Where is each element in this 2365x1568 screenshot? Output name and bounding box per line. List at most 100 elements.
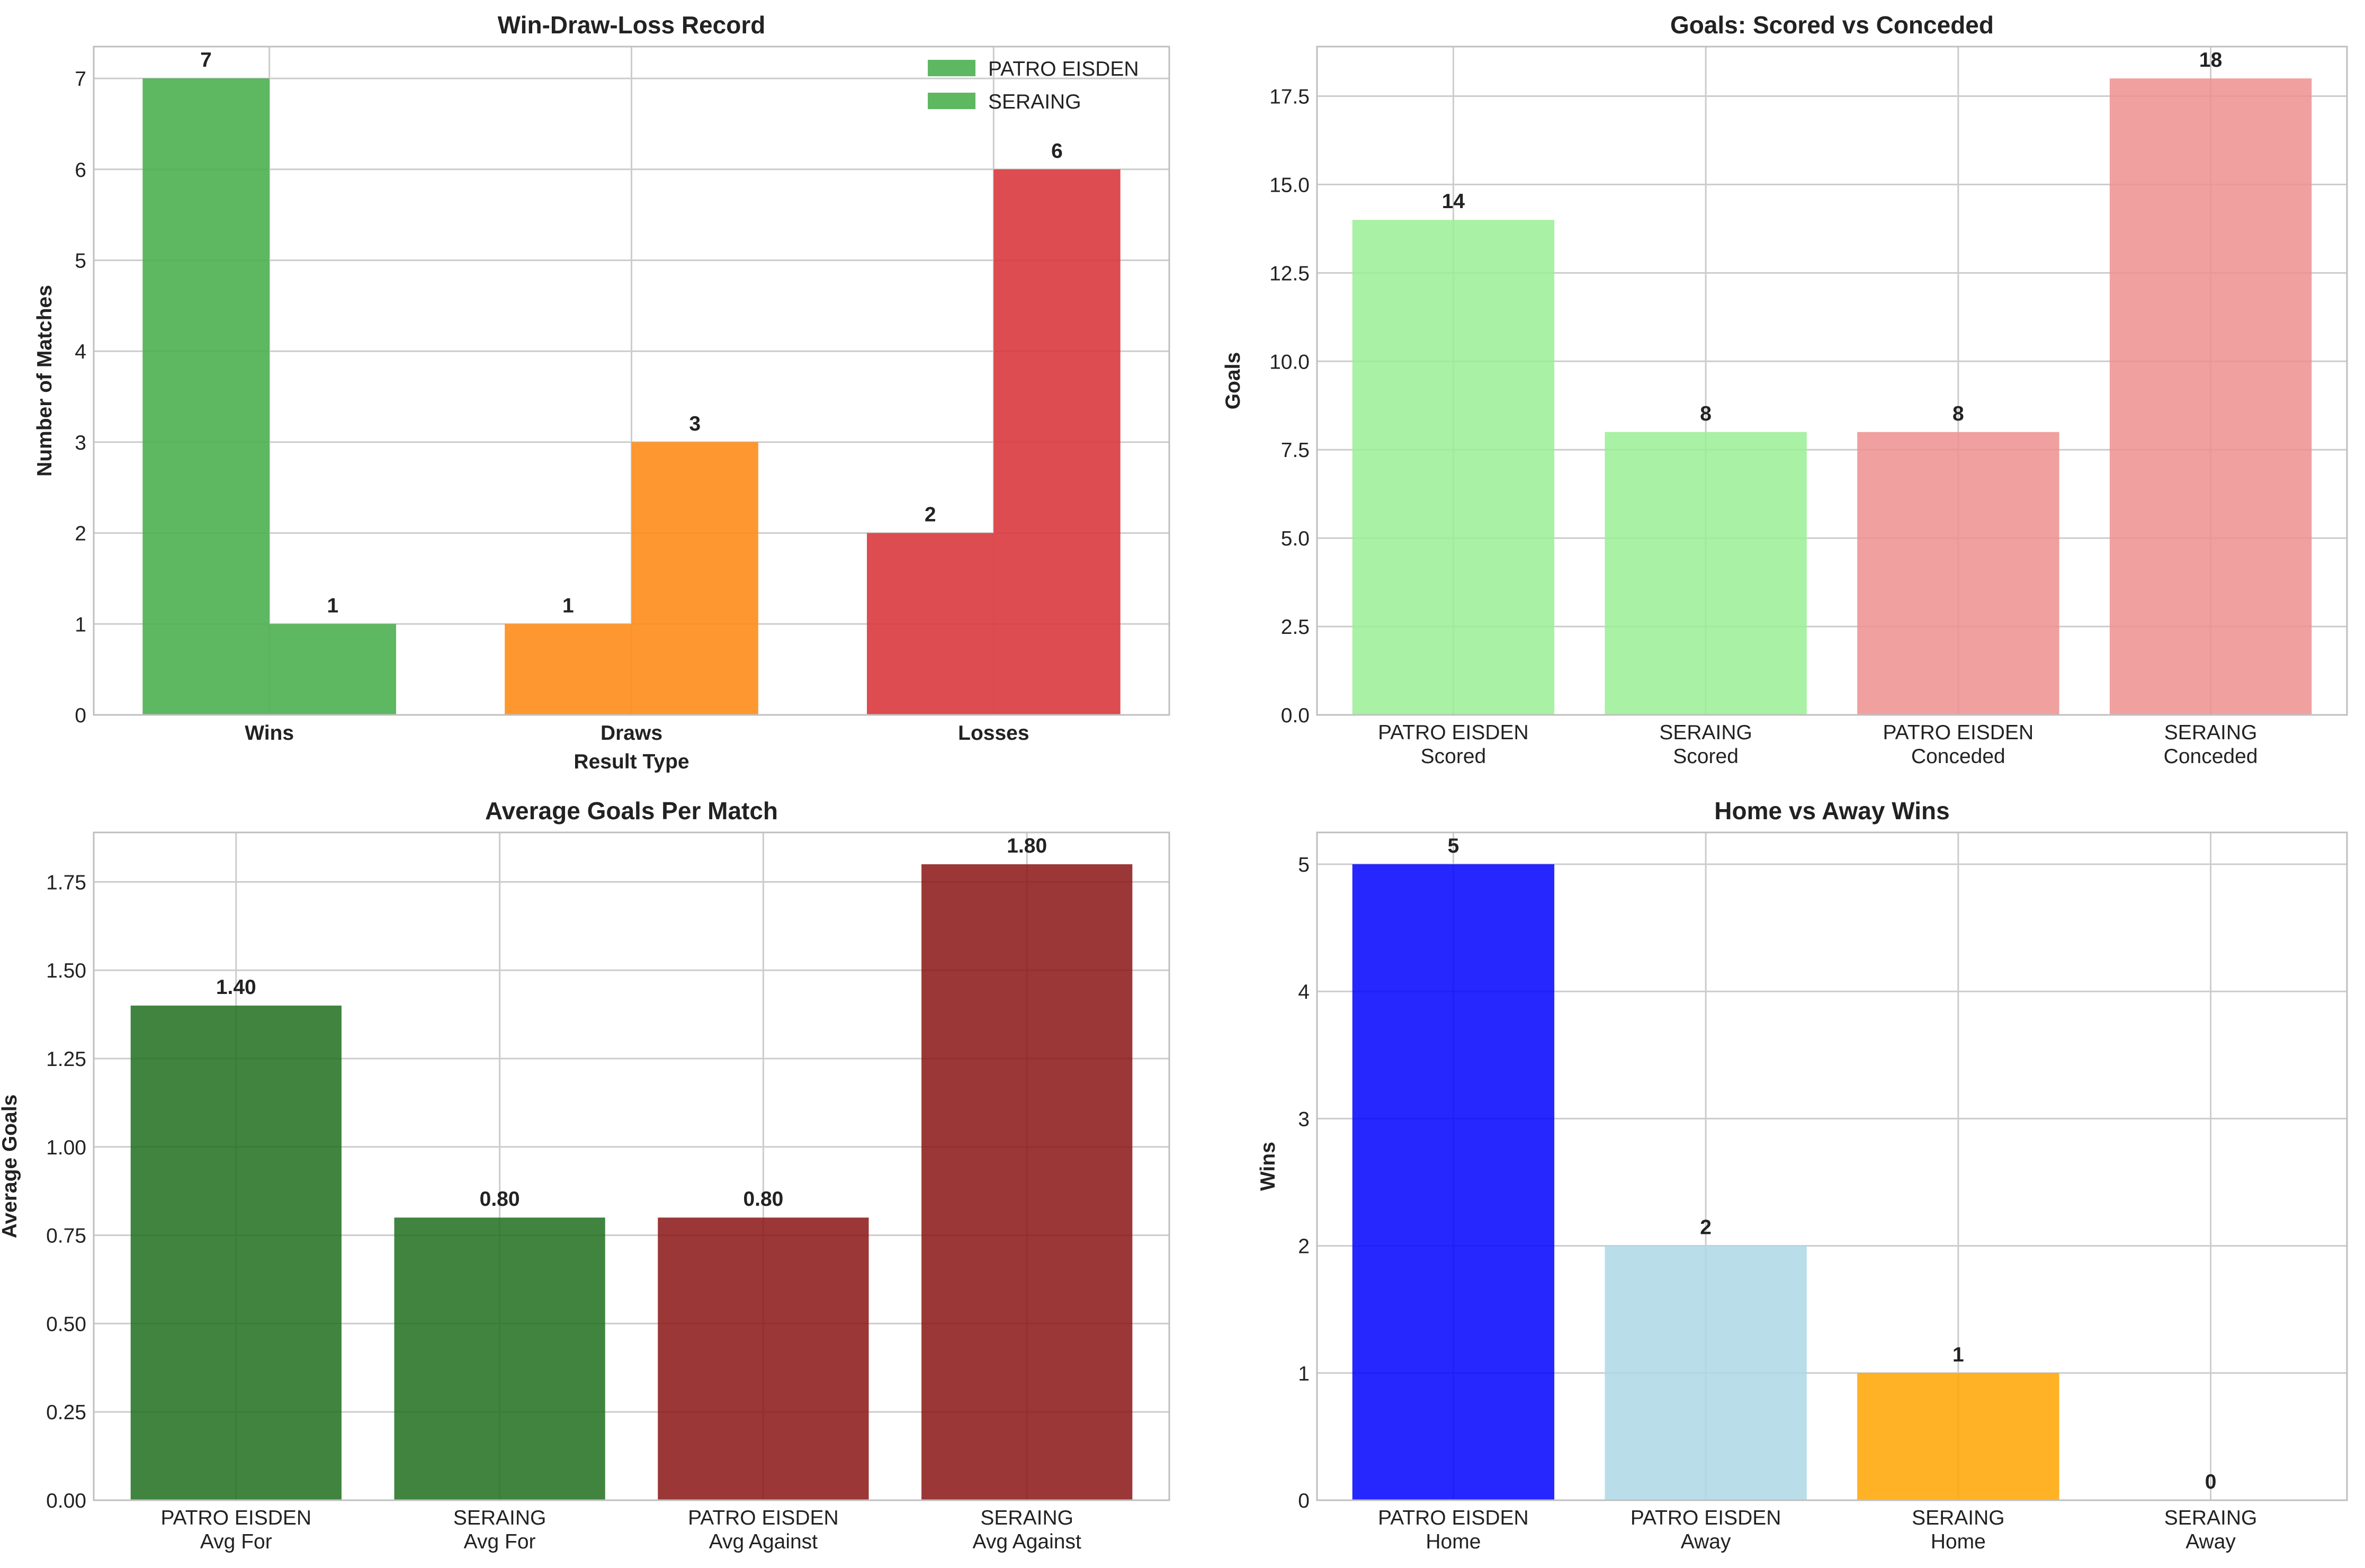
- x-tick-label: Scored: [1673, 745, 1739, 768]
- x-tick-label: Scored: [1421, 745, 1486, 768]
- y-tick-label: 2: [75, 523, 86, 545]
- x-tick-label: SERAING: [2164, 1507, 2258, 1529]
- bar-seraing-draws: [631, 442, 758, 715]
- legend-swatch: [928, 93, 975, 109]
- chart-title: Average Goals Per Match: [485, 797, 778, 825]
- bar-value-label: 18: [2199, 49, 2222, 71]
- bar-value-label: 2: [1700, 1216, 1712, 1239]
- x-tick-label: Avg Against: [973, 1530, 1081, 1553]
- x-tick-label: Avg For: [464, 1530, 536, 1553]
- y-tick-label: 4: [1298, 981, 1310, 1003]
- bar-patro-eisden-wins: [142, 78, 270, 715]
- y-tick-label: 1.25: [46, 1048, 86, 1071]
- x-tick-label: PATRO EISDEN: [1883, 721, 2034, 744]
- x-tick-label: Avg For: [200, 1530, 272, 1553]
- bar-value-label: 1.40: [216, 976, 256, 999]
- x-tick-label: Conceded: [1911, 745, 2005, 768]
- legend-label: SERAING: [988, 91, 1081, 113]
- x-tick-label: SERAING: [453, 1507, 547, 1529]
- bar-value-label: 3: [689, 413, 701, 435]
- y-tick-label: 0: [1298, 1490, 1310, 1512]
- y-tick-label: 10.0: [1269, 351, 1310, 373]
- y-axis-label: Number of Matches: [33, 285, 56, 477]
- x-tick-label: Home: [1426, 1530, 1481, 1553]
- x-tick-label: SERAING: [980, 1507, 1073, 1529]
- bar-seraing-losses: [993, 169, 1121, 715]
- bar-value-label: 1: [1952, 1343, 1964, 1366]
- bar-value-label: 7: [200, 49, 212, 71]
- bar: [921, 864, 1133, 1500]
- y-axis-label: Average Goals: [0, 1095, 21, 1239]
- bar: [1605, 1246, 1807, 1500]
- y-tick-label: 0.00: [46, 1490, 86, 1512]
- bar-value-label: 8: [1952, 402, 1964, 425]
- bar-value-label: 14: [1442, 190, 1465, 213]
- y-axis-label: Goals: [1222, 352, 1244, 409]
- bar: [1605, 432, 1807, 715]
- bar-value-label: 2: [925, 504, 936, 526]
- y-tick-label: 17.5: [1269, 85, 1310, 108]
- x-axis-label: Result Type: [574, 750, 689, 773]
- x-tick-label: PATRO EISDEN: [1378, 1507, 1529, 1529]
- x-tick-label: Conceded: [2164, 745, 2258, 768]
- y-tick-label: 3: [75, 432, 86, 454]
- bar-value-label: 1: [562, 594, 574, 617]
- y-tick-label: 0.75: [46, 1225, 86, 1248]
- y-tick-label: 4: [75, 341, 86, 363]
- chart-goals-scored-conceded: 0.0 2.5 5.0 7.5 10.0 12.5 15.0 17.5 14 8 8 18 PATRO …: [1222, 11, 2348, 768]
- y-axis-label: Wins: [1257, 1142, 1279, 1191]
- x-tick-label: Away: [2185, 1530, 2236, 1553]
- plot-frame: [93, 831, 1170, 1501]
- x-tick-label: Home: [1931, 1530, 1986, 1553]
- x-tick-label: Wins: [245, 722, 294, 745]
- bar: [1352, 864, 1555, 1500]
- bar: [1857, 1373, 2059, 1500]
- x-tick-label: SERAING: [1912, 1507, 2005, 1529]
- bar-patro-eisden-losses: [866, 533, 994, 715]
- y-tick-label: 15.0: [1269, 174, 1310, 196]
- y-tick-label: 1.75: [46, 871, 86, 894]
- y-tick-label: 3: [1298, 1108, 1310, 1131]
- bar-value-label: 0.80: [480, 1188, 520, 1211]
- bar: [1857, 432, 2059, 715]
- y-tick-label: 0.25: [46, 1401, 86, 1424]
- chart-win-draw-loss: 0 1 2 3 4 5 6 7 7 1 2 1 3 6 Wins Draws Losses Win-Draw-Lo…: [33, 11, 1170, 773]
- bar-value-label: 1: [327, 594, 338, 617]
- bar-patro-eisden-draws: [505, 624, 632, 715]
- x-tick-label: Losses: [958, 722, 1029, 745]
- y-tick-label: 5.0: [1281, 527, 1310, 550]
- y-tick-label: 0.0: [1281, 704, 1310, 727]
- y-tick-label: 1: [1298, 1363, 1310, 1385]
- y-tick-label: 7.5: [1281, 439, 1310, 462]
- x-tick-label: PATRO EISDEN: [688, 1507, 839, 1529]
- y-tick-label: 6: [75, 159, 86, 182]
- bar-value-label: 8: [1700, 402, 1712, 425]
- y-tick-label: 1.00: [46, 1136, 86, 1159]
- bar-seraing-wins: [269, 624, 397, 715]
- bar: [2109, 78, 2312, 715]
- bar-value-label: 5: [1448, 835, 1459, 857]
- x-tick-label: PATRO EISDEN: [161, 1507, 312, 1529]
- y-tick-label: 1: [75, 613, 86, 636]
- bar-value-label: 0.80: [743, 1188, 783, 1211]
- x-tick-label: PATRO EISDEN: [1631, 1507, 1781, 1529]
- y-tick-label: 0: [75, 704, 86, 727]
- x-tick-label: SERAING: [2164, 721, 2258, 744]
- x-tick-label: PATRO EISDEN: [1378, 721, 1529, 744]
- y-tick-label: 2: [1298, 1235, 1310, 1258]
- y-tick-label: 5: [75, 249, 86, 272]
- y-tick-label: 12.5: [1269, 262, 1310, 285]
- chart-title: Goals: Scored vs Conceded: [1670, 11, 1994, 39]
- y-tick-label: 7: [75, 68, 86, 91]
- bar-value-label: 0: [2205, 1471, 2217, 1493]
- chart-title: Home vs Away Wins: [1714, 797, 1949, 825]
- plot-frame: [1316, 46, 2348, 716]
- y-tick-label: 0.50: [46, 1313, 86, 1336]
- y-tick-label: 5: [1298, 854, 1310, 876]
- x-tick-label: SERAING: [1659, 721, 1752, 744]
- x-tick-label: Away: [1681, 1530, 1731, 1553]
- bar-value-label: 1.80: [1007, 835, 1047, 857]
- legend-label: PATRO EISDEN: [988, 58, 1139, 80]
- y-tick-label: 2.5: [1281, 616, 1310, 639]
- chart-average-goals: 0.00 0.25 0.50 0.75 1.00 1.25 1.50 1.75 1.40 0.80…: [0, 797, 1170, 1553]
